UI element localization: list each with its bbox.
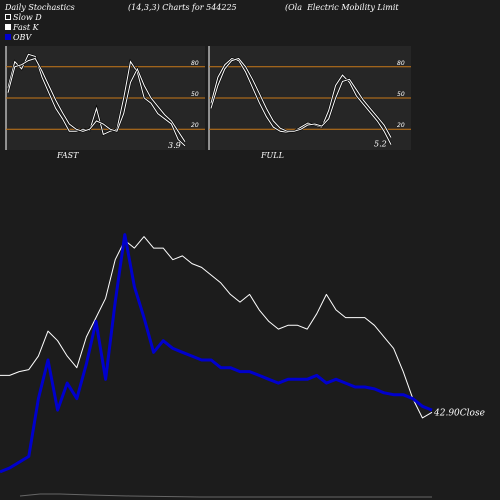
full-tick-label: 80 (397, 60, 405, 67)
fast-tick-label: 20 (191, 122, 199, 129)
chart-params: (14,3,3) Charts for 544225 (128, 3, 237, 12)
obv-line (0, 233, 433, 474)
full-tick-label: 20 (397, 122, 405, 129)
fast-last-value: 3.9 (168, 141, 181, 150)
volume-strip-line (19, 493, 432, 498)
legend-swatch-icon (5, 14, 11, 20)
fast-series-slow-d (7, 57, 186, 142)
legend-label: OBV (13, 33, 32, 42)
legend-slow-d: Slow D (5, 13, 42, 22)
full-tick-label: 50 (397, 91, 405, 98)
full-series-slow-d (210, 57, 392, 138)
close-value-label: 42.90Close (433, 408, 485, 418)
full-last-value: 5.2 (374, 140, 387, 149)
fast-tick-label: 50 (191, 91, 199, 98)
legend-obv: OBV (5, 33, 31, 42)
full-panel-caption: FULL (261, 151, 284, 160)
fast-tick-label: 80 (191, 60, 199, 67)
legend-label: Fast K (13, 23, 39, 32)
company-name: (Ola Electric Mobility Limit (285, 3, 399, 12)
full-series-fast-k (210, 57, 392, 145)
legend-swatch-icon (5, 24, 11, 30)
legend-label: Slow D (13, 13, 42, 22)
legend-fast-k: Fast K (5, 23, 39, 32)
fast-panel-caption: FAST (57, 151, 79, 160)
close-price-line (0, 236, 433, 419)
chart-title: Daily Stochastics (5, 3, 75, 12)
legend-swatch-icon (5, 34, 11, 40)
